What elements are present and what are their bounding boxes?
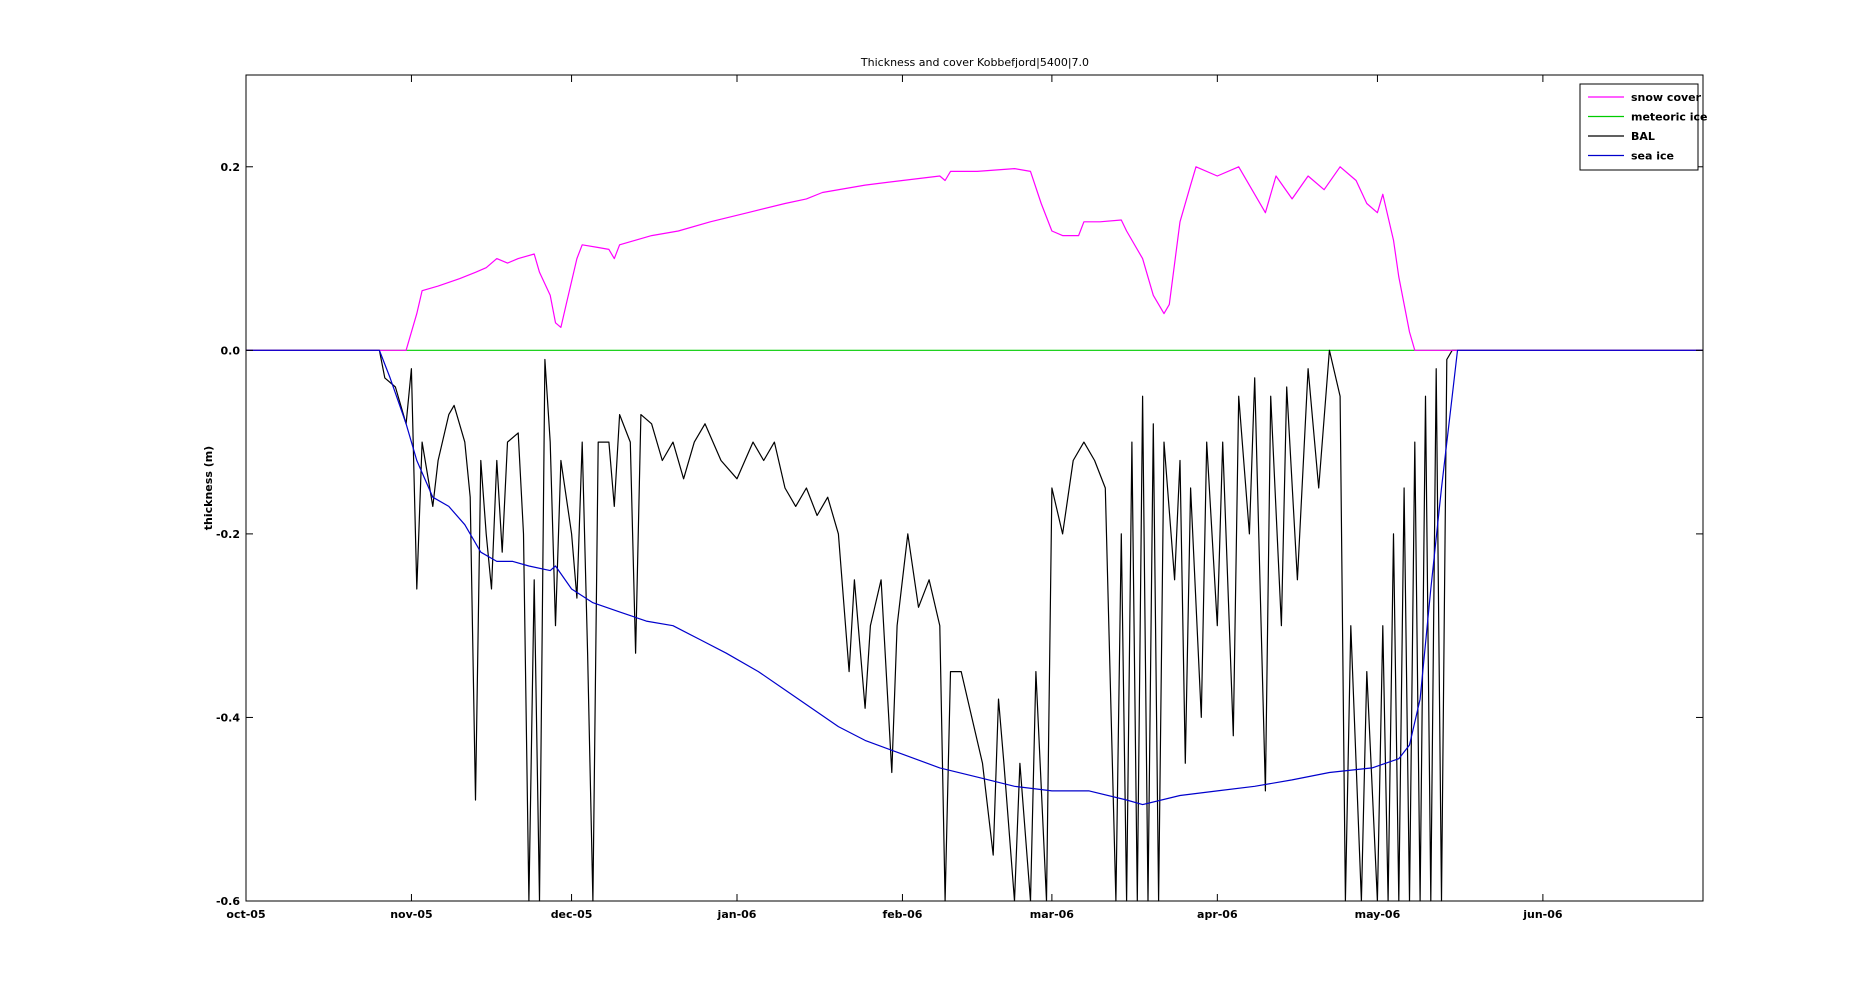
- ticks-layer: oct-05 nov-05 dec-05 jan-06 feb-06 mar-06 apr-…: [216, 75, 1703, 921]
- x-tick-label: jun-06: [1522, 908, 1563, 921]
- series-layer: [246, 166, 1703, 902]
- x-tick-label: nov-05: [390, 908, 432, 921]
- x-tick-label: jan-06: [717, 908, 757, 921]
- y-axis-label-group: thickness (m): [202, 446, 215, 530]
- x-tick-label: may-06: [1355, 908, 1401, 921]
- series-line-bal: [246, 349, 1703, 902]
- legend-entry: sea ice: [1631, 150, 1674, 163]
- plot-frame: [245, 74, 1704, 902]
- x-tick-label: feb-06: [882, 908, 922, 921]
- legend-entry: BAL: [1631, 130, 1655, 143]
- y-tick-label: -0.6: [216, 895, 240, 908]
- y-tick-label: -0.4: [216, 711, 240, 724]
- legend: snow cover meteoric ice BAL sea ice: [1579, 83, 1708, 171]
- y-tick-label: 0.2: [221, 161, 241, 174]
- legend-entry: meteoric ice: [1631, 111, 1708, 124]
- x-tick-label: oct-05: [226, 908, 265, 921]
- y-axis-label: thickness (m): [202, 446, 215, 530]
- chart-title: Thickness and cover Kobbefjord|5400|7.0: [860, 56, 1089, 69]
- x-tick-label: apr-06: [1197, 908, 1238, 921]
- y-tick-label: 0.0: [221, 344, 241, 357]
- x-tick-label: mar-06: [1030, 908, 1075, 921]
- x-tick-label: dec-05: [551, 908, 593, 921]
- y-tick-label: -0.2: [216, 528, 240, 541]
- series-line-snow-cover: [246, 166, 1703, 351]
- series-line-sea-ice: [246, 349, 1703, 806]
- legend-entry: snow cover: [1631, 91, 1702, 104]
